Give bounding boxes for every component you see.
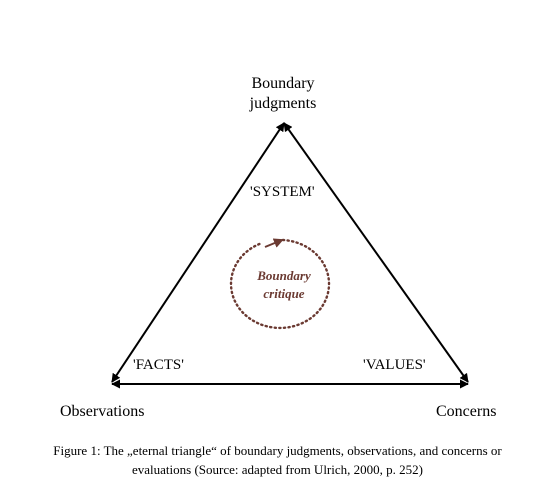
edge-label-system: 'SYSTEM' [250,184,315,200]
edge-label-facts: 'FACTS' [133,357,184,373]
center-label-line2: critique [263,286,304,301]
node-label-observations: Observations [60,403,144,420]
boundary-critique-cycle [229,238,331,330]
edge-top-right [283,122,469,383]
node-label-top-line2: judgments [249,95,317,112]
cycle-arrow-icon [264,238,284,248]
edge-label-values: 'VALUES' [363,357,426,373]
eternal-triangle-diagram: Boundary judgments Observations Concerns… [60,75,496,420]
center-label-line1: Boundary [256,268,311,283]
node-label-top-line1: Boundary [251,75,314,92]
node-label-concerns: Concerns [436,403,496,420]
edge-top-left [111,122,285,383]
caption-line-1: Figure 1: The „eternal triangle“ of boun… [53,443,502,458]
figure-caption: Figure 1: The „eternal triangle“ of boun… [20,441,535,479]
caption-line-2: evaluations (Source: adapted from Ulrich… [132,462,423,477]
